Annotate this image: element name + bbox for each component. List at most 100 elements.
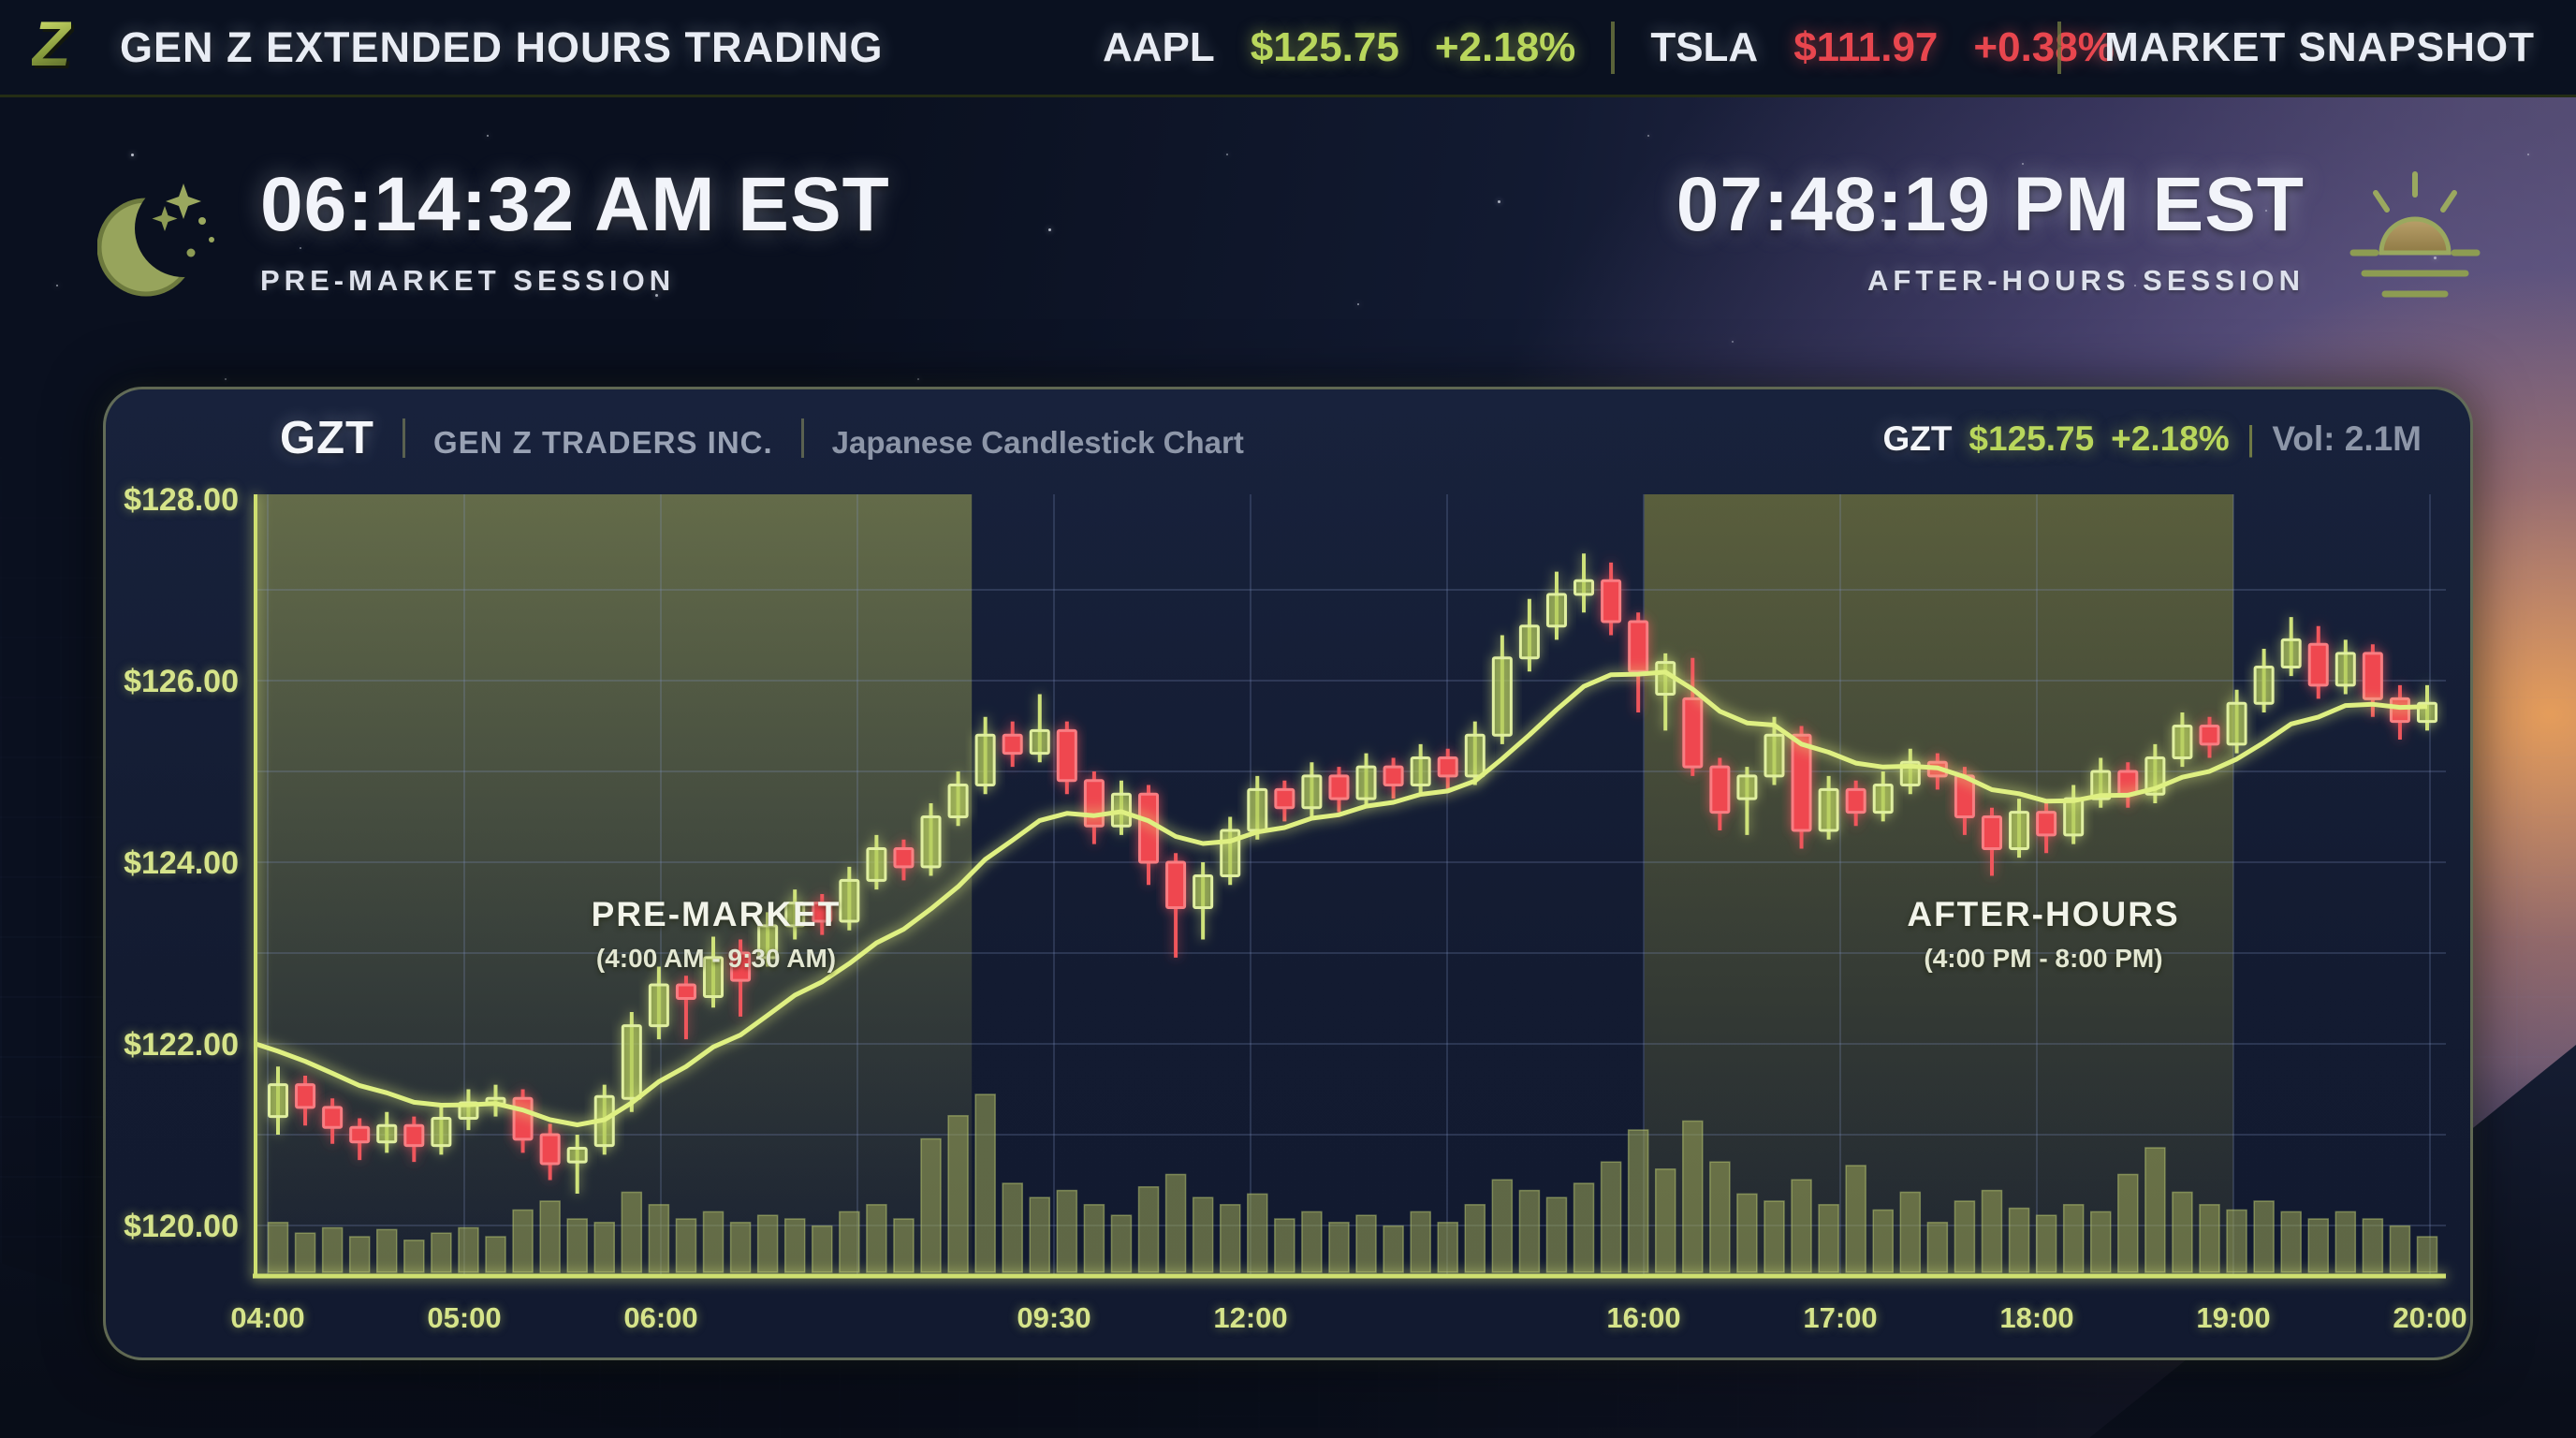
candle <box>2090 757 2112 808</box>
candle <box>1355 753 1377 808</box>
ticker-price-tsla: $111.97 <box>1793 23 1939 70</box>
candle <box>539 1123 561 1181</box>
moon-icon <box>97 183 214 297</box>
volume-bars <box>267 1093 2438 1273</box>
candle <box>2226 689 2247 754</box>
candle <box>920 802 942 876</box>
candle <box>1056 721 1077 795</box>
candle <box>295 1075 316 1126</box>
svg-text:04:00: 04:00 <box>230 1301 304 1334</box>
chart-type-label: Japanese Candlestick Chart <box>831 425 1244 460</box>
candle <box>1518 598 1540 672</box>
svg-text:09:30: 09:30 <box>1017 1301 1090 1334</box>
pre-market-time: 06:14:32 AM EST <box>260 162 890 247</box>
after-hours-session-label: AFTER-HOURS SESSION <box>1866 264 2305 297</box>
quote-volume: Vol: 2.1M <box>2272 419 2422 458</box>
candle <box>784 889 806 940</box>
candle <box>403 1116 425 1163</box>
quote-price: $125.75 <box>1969 419 2095 458</box>
candle <box>1682 657 1704 776</box>
ticker-change-tsla: +0.38% <box>1973 23 2115 70</box>
chart-symbol[interactable]: GZT <box>280 413 374 463</box>
axis-labels: $128.00 $126.00 $124.00 $122.00 $120.00 04:00… <box>124 482 2467 1334</box>
svg-text:19:00: 19:00 <box>2196 1301 2270 1334</box>
svg-text:17:00: 17:00 <box>1803 1301 1877 1334</box>
candle <box>2009 799 2030 858</box>
svg-text:$122.00: $122.00 <box>124 1027 239 1063</box>
candle <box>947 771 969 827</box>
candle <box>2253 649 2275 712</box>
svg-text:18:00: 18:00 <box>1999 1301 2073 1334</box>
app-title: GEN Z EXTENDED HOURS TRADING <box>120 22 884 71</box>
candle <box>1002 721 1023 768</box>
gridlines <box>256 494 2446 1276</box>
ticker-divider <box>2057 21 2062 74</box>
ticker-strip: AAPL $125.75 +2.18% TSLA $111.97 +0.38% <box>1103 0 2115 95</box>
ticker-symbol-aapl[interactable]: AAPL <box>1103 23 1215 70</box>
chart-title-group: GZT GEN Z TRADERS INC. Japanese Candlest… <box>280 412 1244 464</box>
candle <box>512 1089 534 1153</box>
chart-card: GZT GEN Z TRADERS INC. Japanese Candlest… <box>103 387 2473 1360</box>
candle <box>1165 853 1187 958</box>
candle <box>2172 712 2193 768</box>
candle <box>1110 780 1132 835</box>
candle <box>1791 726 1812 849</box>
candle <box>1193 862 1214 940</box>
svg-text:20:00: 20:00 <box>2393 1301 2466 1334</box>
candle <box>2334 639 2356 695</box>
candle <box>1138 785 1160 886</box>
axis-lines <box>253 494 2446 1279</box>
after-hours-time: 07:48:19 PM EST <box>1676 162 2305 247</box>
market-snapshot-label[interactable]: MARKET SNAPSHOT <box>2104 23 2535 70</box>
candle <box>1736 767 1758 835</box>
candle <box>1709 757 1731 831</box>
candle <box>1274 780 1295 822</box>
svg-text:$128.00: $128.00 <box>124 482 239 518</box>
sunset-icon <box>2349 171 2481 298</box>
svg-text:12:00: 12:00 <box>1213 1301 1287 1334</box>
candle <box>566 1135 588 1195</box>
ticker-bar: Z GEN Z EXTENDED HOURS TRADING AAPL $125… <box>0 0 2576 97</box>
ticker-price-aapl: $125.75 <box>1250 23 1399 70</box>
candle <box>2389 684 2410 741</box>
candle <box>2199 716 2220 758</box>
candle <box>893 839 915 881</box>
svg-text:05:00: 05:00 <box>427 1301 501 1334</box>
quote-symbol: GZT <box>1882 419 1953 458</box>
candle <box>268 1066 288 1135</box>
candle <box>349 1118 371 1161</box>
svg-text:16:00: 16:00 <box>1606 1301 1680 1334</box>
candle <box>431 1105 452 1155</box>
pre-market-session-label: PRE-MARKET SESSION <box>260 264 676 297</box>
ticker-change-aapl: +2.18% <box>1434 23 1576 70</box>
svg-text:$126.00: $126.00 <box>124 664 239 699</box>
candle <box>1029 694 1050 763</box>
svg-text:$120.00: $120.00 <box>124 1209 239 1244</box>
ticker-divider <box>1611 21 1616 74</box>
brand-z-logo-icon: Z <box>32 8 71 80</box>
moving-average-line <box>255 669 2428 1127</box>
candle <box>1845 780 1866 827</box>
candle <box>1628 612 1649 712</box>
candle <box>1981 807 2002 876</box>
candle <box>1491 635 1513 744</box>
candle <box>1573 553 1595 613</box>
candle <box>1764 716 1785 785</box>
candle <box>757 912 779 967</box>
header-divider <box>800 418 804 458</box>
candle <box>1818 775 1839 840</box>
ticker-symbol-tsla[interactable]: TSLA <box>1650 23 1759 70</box>
chart-company-name: GEN Z TRADERS INC. <box>432 425 773 460</box>
candle <box>2280 617 2302 677</box>
candle <box>621 1012 642 1112</box>
candle <box>1410 743 1431 795</box>
candle <box>2036 802 2057 854</box>
candle <box>866 834 887 890</box>
candle <box>648 966 669 1040</box>
candle <box>1083 771 1105 844</box>
quote-divider: | <box>2246 419 2256 458</box>
candle <box>974 716 996 795</box>
candle <box>675 976 696 1040</box>
chart-quote-group: GZT $125.75 +2.18% | Vol: 2.1M <box>1882 419 2422 459</box>
candle <box>1220 816 1241 886</box>
